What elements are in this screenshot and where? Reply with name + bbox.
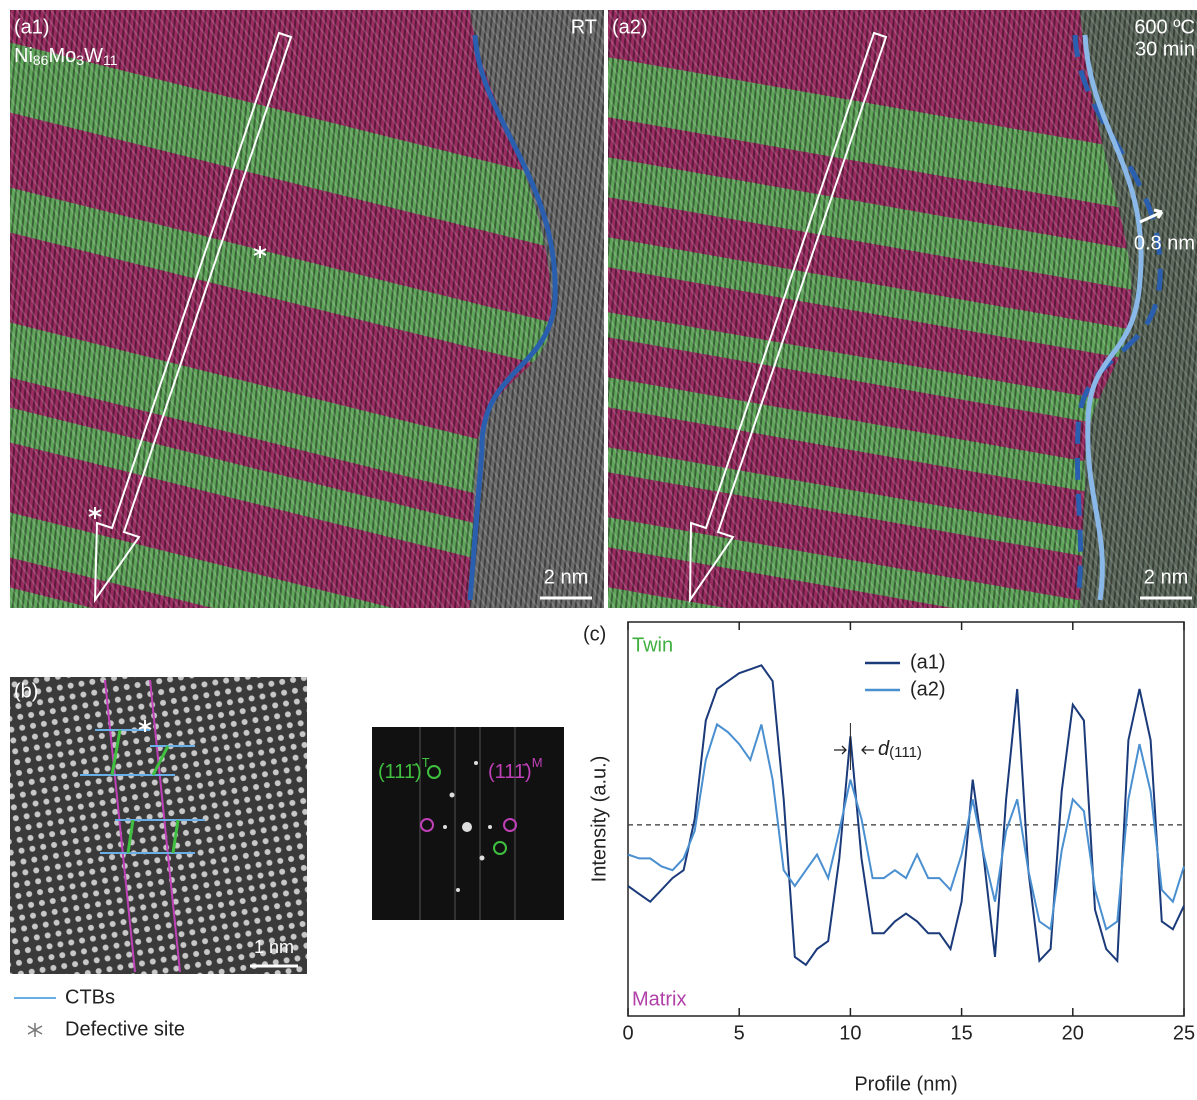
panel-label: (a1) (14, 16, 50, 38)
element: Ni (14, 45, 33, 67)
element: W (84, 45, 103, 67)
subscript: 11 (103, 52, 118, 68)
superscript: T (422, 755, 430, 770)
region-label: Matrix (632, 988, 686, 1010)
legend-label: Defective site (65, 1018, 185, 1040)
superscript: M (532, 755, 543, 770)
x-tick-label: 10 (839, 1022, 861, 1044)
miller-index: (111̄) (378, 761, 422, 783)
x-tick-label: 0 (622, 1022, 633, 1044)
series-line (628, 665, 1184, 965)
plot-frame (628, 622, 1184, 1016)
panel-label: (b) (14, 680, 38, 702)
spacing-arrows (834, 746, 874, 754)
panel-label: (a2) (612, 16, 648, 38)
chart: 0 5 10 15 20 25 (a1) (a2) (622, 622, 1195, 1044)
subscript: 3 (76, 52, 84, 68)
legend-label: CTBs (65, 986, 115, 1008)
x-tick-label: 20 (1062, 1022, 1084, 1044)
scale-bar-label: 1 nm (254, 937, 294, 957)
legend-label: (a1) (910, 651, 946, 673)
figure: (a1) Ni86Mo3W11 RT 2 nm (a2) 600 ºC 30 m… (0, 0, 1197, 1100)
element: Mo (48, 45, 76, 67)
micrograph-a1 (0, 10, 620, 780)
miller-index: (111̄) (488, 761, 532, 783)
annotation: 0.8 nm (1134, 232, 1195, 254)
legend-symbol (28, 1023, 42, 1037)
annotation: d(111) (878, 738, 922, 761)
legend-label: (a2) (910, 678, 946, 700)
condition: RT (571, 16, 597, 38)
x-axis-label: Profile (nm) (854, 1073, 957, 1095)
panel-label: (c) (583, 623, 606, 645)
x-tick-label: 25 (1173, 1022, 1195, 1044)
scale-bar-label: 2 nm (544, 566, 588, 588)
region-label: Twin (632, 634, 673, 656)
composition: Ni86Mo3W11 (14, 45, 118, 67)
scale-bar-label: 2 nm (1144, 566, 1188, 588)
x-tick-label: 5 (734, 1022, 745, 1044)
annotation-index: (111) (889, 744, 922, 761)
condition: 600 ºC (1134, 16, 1195, 38)
subscript: 86 (33, 52, 49, 68)
condition: 30 min (1135, 38, 1195, 60)
y-axis-label: Intensity (a.u.) (588, 756, 610, 883)
micrograph-b (10, 677, 307, 974)
x-tick-label: 15 (950, 1022, 972, 1044)
